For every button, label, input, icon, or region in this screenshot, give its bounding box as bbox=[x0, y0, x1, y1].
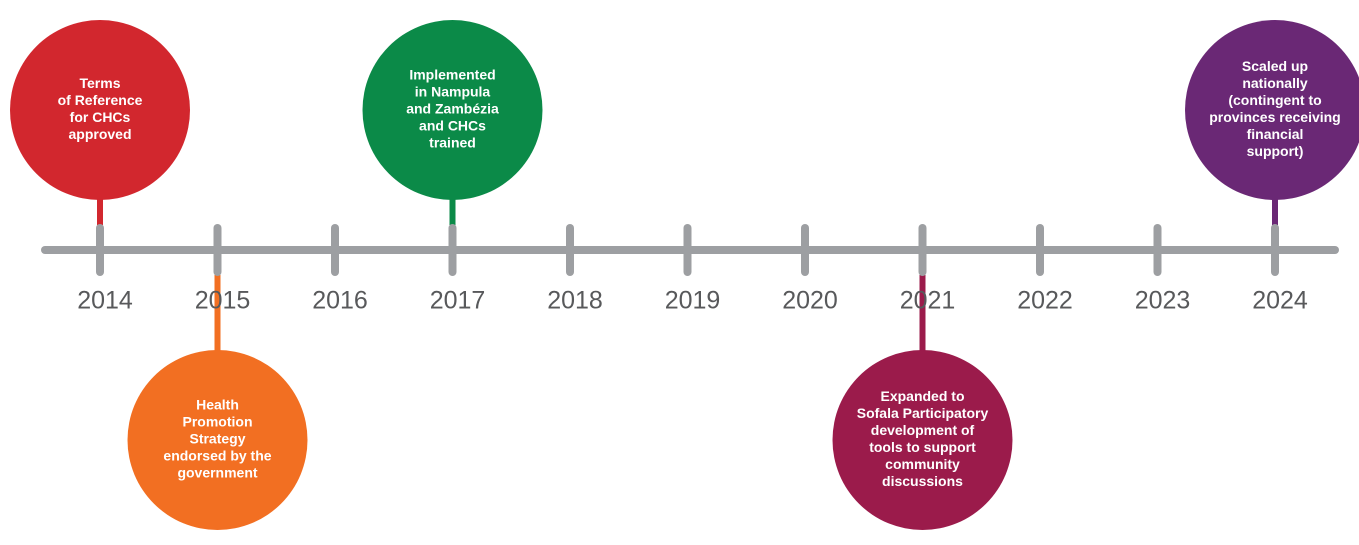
year-label: 2024 bbox=[1252, 287, 1308, 315]
event-text: Scaled up bbox=[1242, 58, 1308, 74]
year-label: 2020 bbox=[782, 287, 838, 315]
event-text: of Reference bbox=[58, 92, 143, 108]
year-label: 2017 bbox=[430, 287, 486, 315]
event-text: Promotion bbox=[183, 414, 253, 430]
year-label: 2019 bbox=[665, 287, 721, 315]
year-label: 2022 bbox=[1017, 287, 1073, 315]
event-text: (contingent to bbox=[1228, 92, 1321, 108]
year-label: 2023 bbox=[1135, 287, 1191, 315]
event-text: Health bbox=[196, 397, 239, 413]
event-text: Sofala Participatory bbox=[857, 405, 989, 421]
event-circle bbox=[127, 350, 308, 530]
year-label: 2015 bbox=[195, 287, 251, 315]
event-text: nationally bbox=[1242, 75, 1308, 91]
event-text: development of bbox=[871, 422, 975, 438]
event-text: discussions bbox=[882, 473, 963, 489]
event-circle bbox=[10, 20, 190, 200]
event-text: support) bbox=[1247, 143, 1304, 159]
year-label: 2014 bbox=[77, 287, 133, 315]
event-text: for CHCs bbox=[70, 109, 131, 125]
event-text: Terms bbox=[80, 75, 121, 91]
event-text: endorsed by the bbox=[163, 448, 271, 464]
event-text: provinces receiving bbox=[1209, 109, 1341, 125]
event-circle bbox=[1185, 20, 1359, 200]
event-text: and Zambézia bbox=[406, 101, 499, 117]
event-text: and CHCs bbox=[419, 118, 486, 134]
event-text: financial bbox=[1247, 126, 1304, 142]
event-text: Strategy bbox=[189, 431, 245, 447]
year-label: 2016 bbox=[312, 287, 368, 315]
event-text: trained bbox=[429, 135, 476, 151]
event-text: in Nampula bbox=[415, 84, 491, 100]
event-circle bbox=[832, 350, 1013, 530]
event-text: Implemented bbox=[409, 67, 495, 83]
event-text: community bbox=[885, 456, 960, 472]
event-text: tools to support bbox=[869, 439, 976, 455]
event-circle bbox=[362, 20, 543, 200]
event-text: government bbox=[177, 465, 257, 481]
year-label: 2018 bbox=[547, 287, 603, 315]
event-text: Expanded to bbox=[880, 388, 964, 404]
year-label: 2021 bbox=[900, 287, 956, 315]
event-text: approved bbox=[68, 126, 131, 142]
